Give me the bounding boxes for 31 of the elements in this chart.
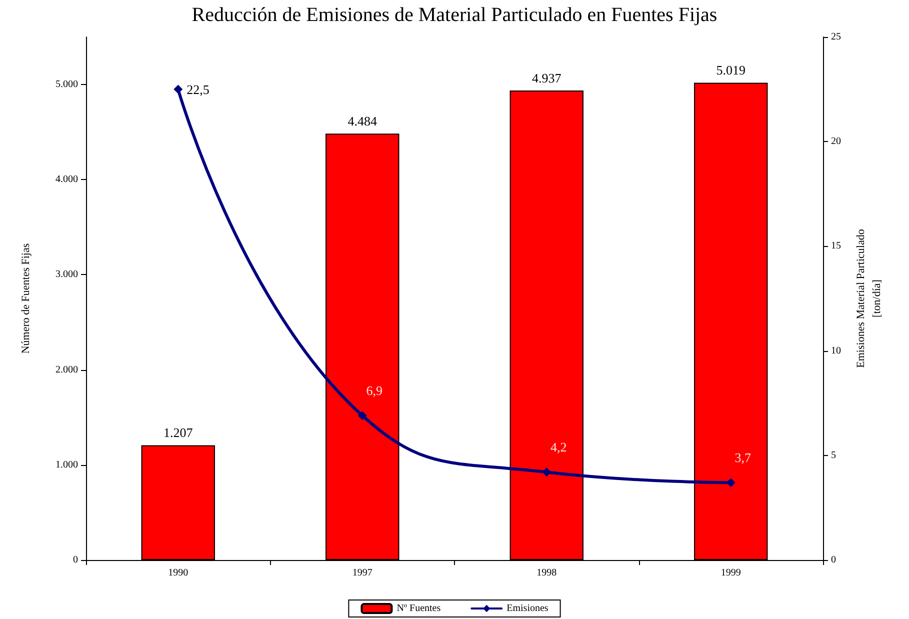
data-label: 3,7 [734, 450, 752, 466]
data-label: 6,9 [366, 383, 382, 398]
x-tick-label: 1997 [352, 568, 372, 578]
y2-tick-label: 20 [831, 136, 841, 148]
data-label: 4,2 [550, 440, 567, 455]
point [174, 84, 183, 94]
x-tick-label: 1999 [720, 568, 741, 578]
data-label: 1.207 [164, 425, 194, 440]
legend-label: Nº Fuentes [396, 603, 441, 614]
point [358, 411, 367, 420]
data-label: 4.484 [348, 114, 378, 129]
y-tick-label: 2.000 [56, 364, 78, 376]
chart-title: Reducción de Emisiones de Material Particulado en Fuentes Fijas [192, 4, 718, 26]
y2-tick-label: 0 [831, 554, 836, 566]
y2-tick-label: 15 [831, 240, 841, 252]
y-tick-label: 5.000 [56, 79, 78, 90]
y-axis-title: Número de Fuentes Fijas [20, 243, 32, 354]
legend-label: Emisiones [506, 603, 548, 614]
y-tick-label: 0 [73, 554, 78, 566]
data-label: 5.019 [716, 62, 746, 78]
y2-tick-label: 25 [831, 32, 841, 42]
y-tick-label: 1.000 [56, 459, 78, 470]
y-tick-label: 4.000 [56, 174, 78, 186]
x-tick-label: 1990 [168, 568, 188, 578]
y2-axis-title: Emisiones Material Particulado [ton/día] [855, 228, 883, 368]
data-label: 22,5 [186, 82, 210, 97]
data-label: 4.937 [532, 70, 562, 86]
y2-tick-label: 10 [831, 345, 841, 356]
y-tick-label: 3.000 [56, 269, 78, 280]
y2-tick-label: 5 [831, 450, 836, 461]
x-tick-label: 1998 [536, 568, 557, 578]
